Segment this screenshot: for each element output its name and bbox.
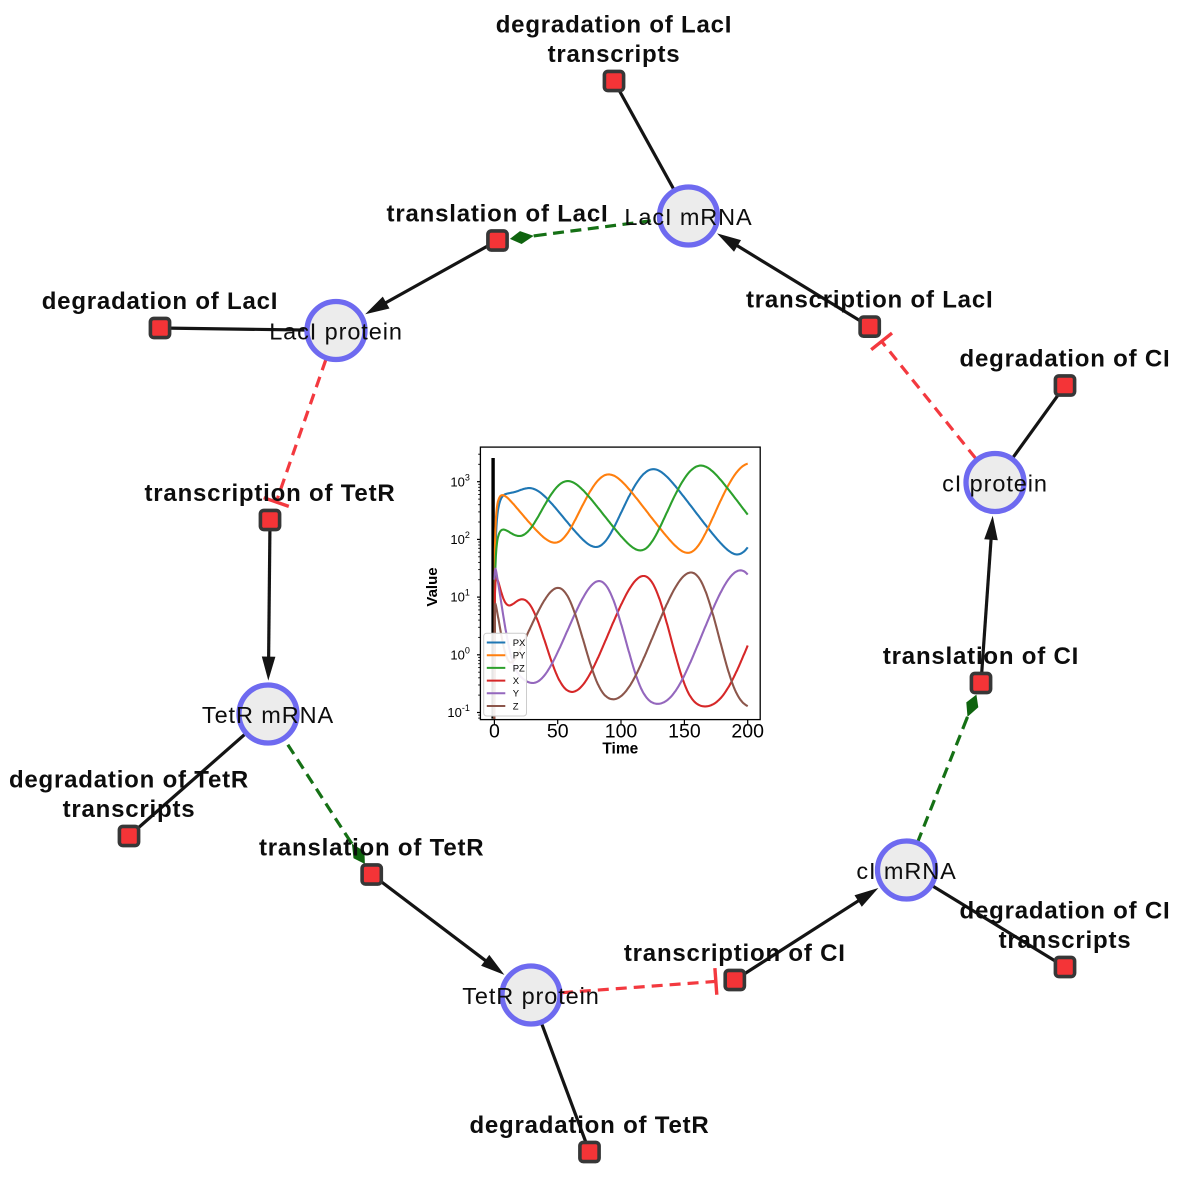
svg-text:degradation of TetR: degradation of TetR bbox=[9, 767, 249, 794]
svg-text:translation of CI: translation of CI bbox=[883, 643, 1079, 670]
svg-text:LacI protein: LacI protein bbox=[269, 319, 403, 345]
svg-text:150: 150 bbox=[668, 720, 701, 742]
svg-text:100: 100 bbox=[605, 720, 638, 742]
svg-text:degradation of LacI: degradation of LacI bbox=[496, 12, 733, 39]
svg-text:degradation of LacI: degradation of LacI bbox=[42, 288, 279, 315]
svg-text:Time: Time bbox=[602, 741, 638, 758]
svg-text:translation of LacI: translation of LacI bbox=[387, 201, 609, 228]
svg-text:cI protein: cI protein bbox=[942, 471, 1048, 497]
svg-text:cI mRNA: cI mRNA bbox=[856, 858, 956, 884]
svg-text:transcripts: transcripts bbox=[63, 796, 196, 823]
svg-text:degradation of CI: degradation of CI bbox=[960, 346, 1171, 373]
svg-text:Z: Z bbox=[513, 701, 519, 712]
svg-text:200: 200 bbox=[731, 720, 764, 742]
svg-text:0: 0 bbox=[489, 720, 500, 742]
svg-text:transcripts: transcripts bbox=[548, 41, 681, 68]
svg-text:Y: Y bbox=[513, 689, 520, 700]
svg-text:transcription of LacI: transcription of LacI bbox=[746, 287, 994, 314]
svg-text:translation of TetR: translation of TetR bbox=[259, 835, 484, 862]
svg-text:transcription of TetR: transcription of TetR bbox=[144, 480, 395, 507]
svg-text:PY: PY bbox=[513, 651, 526, 662]
svg-text:TetR protein: TetR protein bbox=[462, 983, 600, 1009]
svg-text:50: 50 bbox=[547, 720, 569, 742]
svg-text:transcription of CI: transcription of CI bbox=[624, 940, 846, 967]
svg-text:101: 101 bbox=[450, 588, 469, 605]
svg-text:103: 103 bbox=[450, 472, 469, 489]
svg-text:102: 102 bbox=[450, 530, 469, 547]
svg-text:degradation of CI: degradation of CI bbox=[960, 898, 1171, 925]
svg-text:transcripts: transcripts bbox=[999, 927, 1132, 954]
svg-text:10-1: 10-1 bbox=[447, 703, 469, 720]
svg-text:PZ: PZ bbox=[513, 663, 525, 674]
svg-text:X: X bbox=[513, 676, 520, 687]
svg-text:PX: PX bbox=[513, 638, 526, 649]
svg-text:degradation of TetR: degradation of TetR bbox=[469, 1112, 709, 1139]
svg-text:TetR mRNA: TetR mRNA bbox=[202, 702, 334, 728]
svg-text:100: 100 bbox=[450, 645, 469, 662]
svg-text:LacI mRNA: LacI mRNA bbox=[624, 204, 752, 230]
svg-text:Value: Value bbox=[424, 567, 441, 606]
